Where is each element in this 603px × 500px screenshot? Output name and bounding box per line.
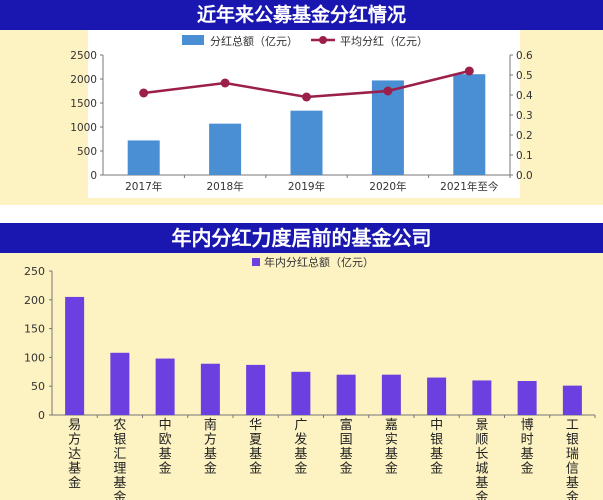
chart1-x-tick-label: 2018年 [206,180,243,193]
chart2-bar [291,371,311,415]
chart2-x-tick-label: 景顺长城基金 [475,418,488,500]
chart1-avg-point [383,86,393,96]
chart1-avg-point [302,92,311,102]
chart2-bar [427,377,447,415]
chart1-avg-point [464,66,474,76]
chart1-bar [290,110,323,175]
chart1-right-tick-label: 0.0 [516,170,533,182]
chart2-bar [200,363,220,415]
chart2-bar [381,374,401,415]
chart2-y-tick-label: 100 [24,351,45,364]
chart2-x-tick-label: 工银瑞信基金 [566,418,579,500]
chart2-y-tick-label: 0 [38,409,45,422]
chart1-legend-bar-label: 分红总额（亿元） [210,34,298,48]
chart2-x-tick-label: 广发基金 [294,418,307,477]
chart2-legend-swatch [252,258,260,266]
chart2-y-tick-label: 50 [31,380,45,393]
chart2-bar [65,296,85,415]
chart2-legend-label: 年内分红总额（亿元） [264,255,374,269]
chart2-bar [336,374,356,415]
chart2-bar [246,364,266,415]
chart1-x-tick-label: 2017年 [125,180,162,193]
chart2-y-tick-label: 250 [24,265,45,278]
chart2-bar [155,358,175,415]
chart1-bar [371,80,404,175]
chart1-title-banner: 近年来公募基金分红情况 [0,0,603,30]
chart1-bar [209,123,242,175]
chart1-legend-line-marker [319,36,327,44]
chart1-legend-bar-swatch [182,35,204,45]
chart2-x-tick-label: 农银汇理基金 [113,418,126,500]
chart1-bar [453,74,486,175]
chart1-bar [127,140,160,175]
chart1-right-tick-label: 0.5 [516,70,533,82]
chart1-right-tick-label: 0.1 [516,150,533,162]
section-gap [0,205,603,223]
chart1-right-tick-label: 0.3 [516,110,533,122]
chart1-left-tick-label: 1000 [70,122,97,134]
chart2-x-tick-label: 易方达基金 [68,418,81,491]
chart1-right-tick-label: 0.2 [516,130,533,142]
chart1-left-tick-label: 0 [90,170,97,182]
chart2-x-tick-label: 中欧基金 [159,418,172,477]
chart1-avg-point [220,78,230,88]
chart2-x-tick-label: 富国基金 [340,417,353,477]
chart2-x-tick-label: 华夏基金 [249,418,262,477]
chart2-x-tick-label: 嘉实基金 [385,418,398,477]
chart1-x-tick-label: 2019年 [288,180,325,193]
chart2-bar [472,380,492,415]
chart2-bar [562,385,582,415]
chart1-avg-point [139,88,149,98]
chart1-x-tick-label: 2020年 [369,180,406,193]
chart2-title-banner: 年内分红力度居前的基金公司 [0,223,603,253]
chart1-left-tick-label: 1500 [70,98,97,110]
chart2-bar [110,352,130,415]
chart2-bar [517,381,537,415]
chart2-x-tick-label: 博时基金 [521,418,534,477]
chart1-right-tick-label: 0.6 [516,50,533,62]
chart2-y-tick-label: 200 [24,294,45,307]
chart1-title: 近年来公募基金分红情况 [196,4,406,26]
chart2-title: 年内分红力度居前的基金公司 [171,226,432,250]
chart1-legend-line-label: 平均分红（亿元） [340,35,428,48]
chart2-y-tick-label: 150 [24,323,45,336]
chart1-right-tick-label: 0.4 [516,90,533,102]
chart1-x-tick-label: 2021年至今 [440,180,499,193]
chart2-x-tick-label: 中银基金 [430,418,443,477]
chart1-left-tick-label: 2500 [70,50,97,62]
chart2-x-tick-label: 南方基金 [204,417,217,477]
chart1-left-tick-label: 500 [77,146,97,158]
chart1-left-tick-label: 2000 [70,74,97,86]
